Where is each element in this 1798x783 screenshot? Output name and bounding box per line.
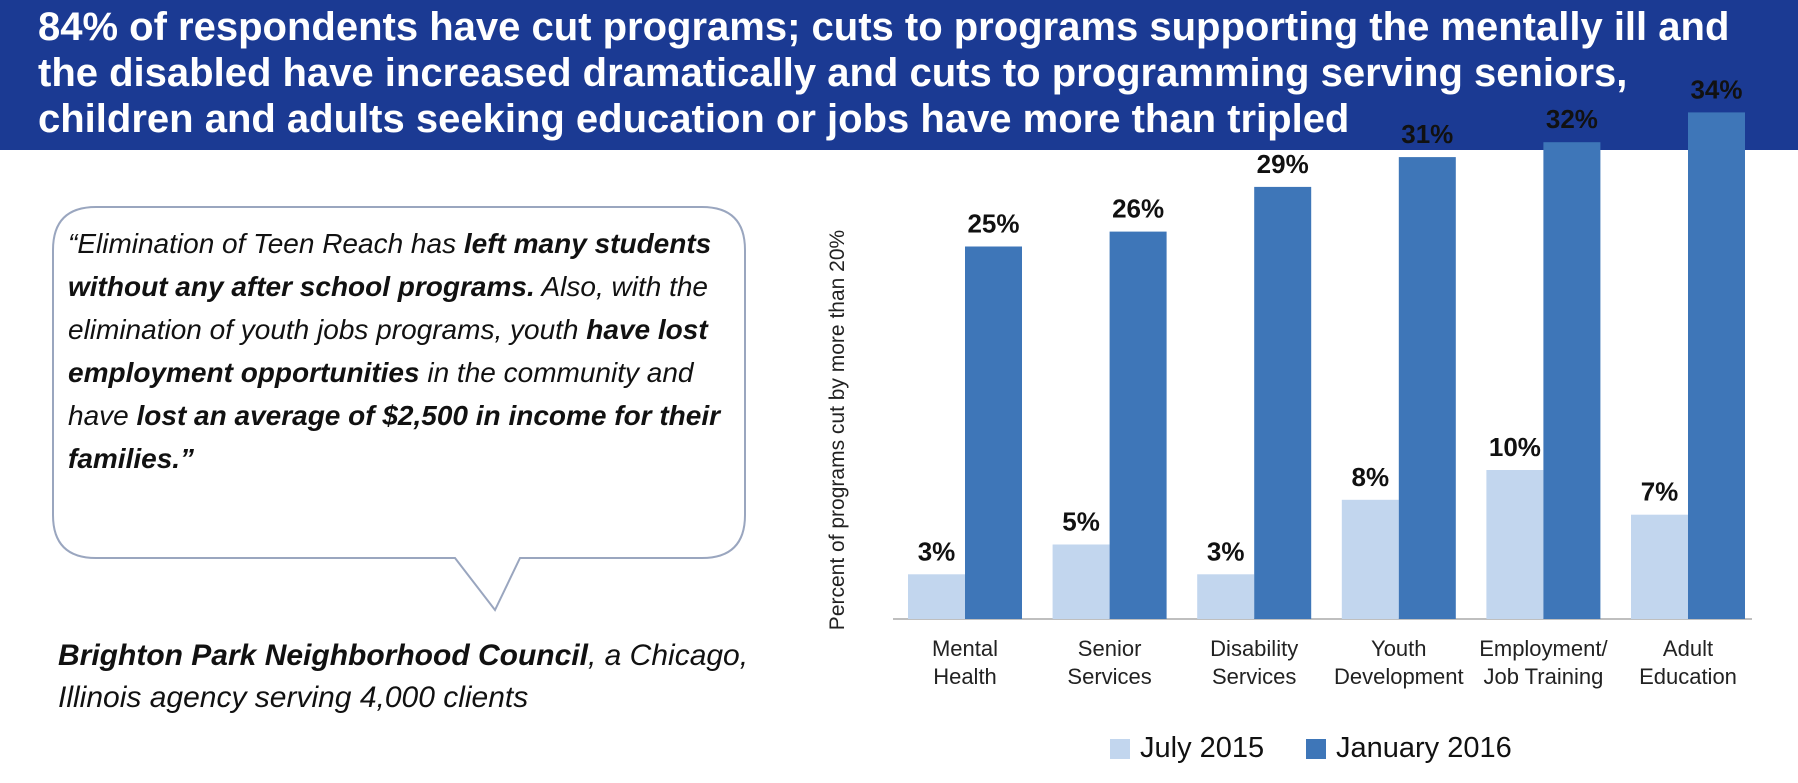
x-tick-label-line: Job Training	[1483, 664, 1604, 689]
x-tick-label-line: Services	[1067, 664, 1152, 689]
data-label: 25%	[967, 209, 1019, 239]
bar-july-2015-4	[1486, 470, 1544, 619]
data-label: 3%	[1207, 536, 1245, 566]
x-tick-label-line: Adult	[1662, 636, 1714, 661]
bar-july-2015-0	[908, 574, 965, 619]
quote-emphasis: lost an average of $2,500 in income for …	[68, 400, 721, 474]
data-label: 7%	[1641, 477, 1679, 507]
speech-bubble-outline	[52, 206, 746, 612]
quote-emphasis: left many students without any after sch…	[68, 228, 712, 302]
x-tick-label: Employment/Job Training	[1473, 635, 1613, 691]
legend-swatch-july	[1110, 738, 1130, 759]
bar-january-2016-1	[1109, 231, 1167, 619]
legend-january: January 2016	[1306, 732, 1512, 765]
x-tick-label-line: Disability	[1210, 636, 1299, 661]
attribution-detail: , a Chicago, Illinois agency serving 4,0…	[58, 639, 749, 714]
bar-january-2016-4	[1543, 142, 1601, 619]
legend-swatch-january	[1306, 738, 1326, 759]
attribution-org: Brighton Park Neighborhood Council	[58, 639, 588, 672]
bar-july-2015-5	[1631, 514, 1688, 619]
legend-label-july: July 2015	[1140, 732, 1265, 764]
y-axis-label: Percent of programs cut by more than 20%	[826, 229, 849, 631]
x-tick-label: Disability Services	[1184, 635, 1324, 691]
attribution: Brighton Park Neighborhood Council, a Ch…	[58, 635, 758, 719]
bar-july-2015-2	[1197, 574, 1255, 619]
x-tick-label-line: Health	[933, 664, 997, 689]
x-tick-label-line: Youth	[1371, 636, 1427, 661]
x-tick-label-line: Senior	[1077, 636, 1142, 661]
data-label: 29%	[1257, 149, 1309, 179]
data-label: 34%	[1690, 74, 1742, 104]
data-label: 31%	[1401, 119, 1453, 149]
header-banner: 84% of respondents have cut programs; cu…	[0, 0, 1798, 150]
legend-label-january: January 2016	[1336, 732, 1512, 764]
quote-emphasis: have lost employment opportunities	[68, 314, 708, 388]
bar-july-2015-1	[1052, 544, 1110, 619]
data-label: 8%	[1352, 462, 1390, 492]
quote-text: Also, with the elimination of youth jobs…	[68, 271, 708, 345]
data-label: 3%	[918, 536, 956, 566]
legend-july: July 2015	[1110, 732, 1264, 765]
x-tick-label-line: Employment/	[1479, 636, 1608, 661]
quote-text: in the community and have	[68, 357, 694, 431]
page-title: 84% of respondents have cut programs; cu…	[38, 5, 1730, 141]
bar-july-2015-3	[1341, 499, 1399, 619]
bar-january-2016-0	[965, 246, 1022, 619]
x-tick-label-line: Services	[1212, 664, 1297, 689]
x-tick-label: Adult Education	[1618, 635, 1758, 691]
bar-january-2016-3	[1398, 157, 1456, 619]
data-label: 26%	[1112, 194, 1164, 224]
bar-january-2016-2	[1254, 186, 1312, 619]
x-tick-label-line: Education	[1639, 664, 1737, 689]
data-label: 32%	[1546, 104, 1598, 134]
x-tick-label: Senior Services	[1040, 635, 1180, 691]
testimonial-quote: “Elimination of Teen Reach has left many…	[68, 222, 748, 480]
data-label: 5%	[1062, 507, 1100, 537]
x-tick-label-line: Mental	[931, 636, 999, 661]
quote-text: “Elimination of Teen Reach has	[68, 228, 464, 259]
bar-january-2016-5	[1688, 112, 1745, 620]
x-tick-label: Mental Health	[895, 635, 1035, 691]
x-tick-label-line: Development	[1333, 664, 1464, 689]
data-label: 10%	[1489, 432, 1541, 462]
x-tick-label: Youth Development	[1329, 635, 1469, 691]
